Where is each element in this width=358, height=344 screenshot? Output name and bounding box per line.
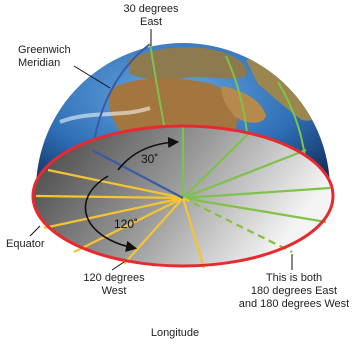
europe-landmass [128, 47, 247, 81]
label-equator: Equator [6, 238, 45, 251]
caption-longitude: Longitude [130, 327, 220, 340]
east-longitude-line [182, 131, 251, 199]
east-longitude-line [182, 148, 307, 200]
angle-120-arrow [84, 175, 138, 252]
west-longitude-line [73, 197, 184, 253]
west120-line2: West [101, 285, 127, 297]
east-longitude-line [182, 186, 331, 200]
angle-30-label: 30˚ [141, 152, 158, 166]
west-longitude-line [181, 197, 206, 269]
label-30-degrees-east: 30 degrees East [108, 3, 194, 29]
greenwich-line2: Meridian [18, 57, 61, 69]
equator-text: Equator [6, 238, 45, 250]
label-120-degrees-west: 120 degrees West [72, 272, 156, 298]
equator-leader [29, 225, 41, 237]
equator-circle [31, 124, 335, 268]
label-180-degrees: This is both 180 degrees East and 180 de… [232, 272, 356, 311]
west-longitude-line [35, 194, 184, 200]
greenwich-line1: Greenwich [18, 44, 71, 56]
angle-120-label: 120˚ [114, 217, 138, 231]
angle-30-arrow [117, 136, 180, 171]
dateline-180-overlay [188, 200, 293, 253]
prime-meridian-radius [91, 149, 184, 199]
east-longitude-line [182, 196, 327, 224]
west-longitude-line [43, 196, 184, 230]
caption-text: Longitude [150, 327, 200, 339]
west120-line1: 120 degrees [83, 272, 145, 284]
west-longitude-lines [35, 168, 206, 269]
east-longitude-lines [181, 126, 331, 224]
label-greenwich-meridian: Greenwich Meridian [18, 44, 71, 70]
dateline-line1: This is both [265, 272, 323, 284]
cloud-streak [59, 106, 151, 124]
east30-line2: East [139, 16, 162, 28]
east30-line1: 30 degrees [123, 3, 179, 15]
dateline-line2: 180 degrees East [250, 285, 338, 297]
west-longitude-line [47, 168, 184, 200]
dateline-line3: and 180 degrees West [238, 298, 350, 310]
arabia-landmass [221, 86, 266, 123]
west120-leader [111, 261, 125, 271]
greenwich-leader [73, 65, 111, 89]
west-longitude-line [123, 197, 184, 265]
